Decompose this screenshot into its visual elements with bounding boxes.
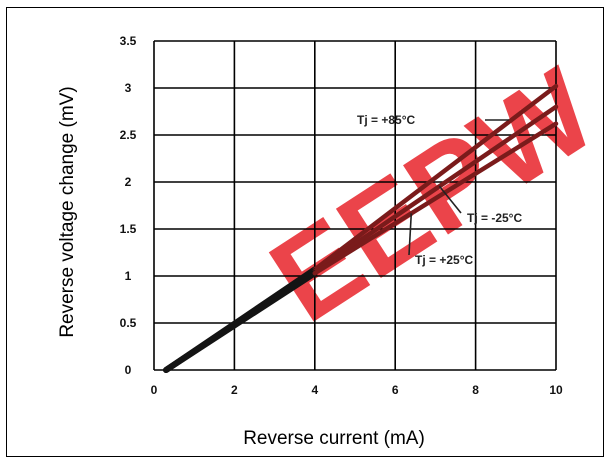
- series-line-upper: [312, 104, 559, 274]
- x-tick-label: 6: [392, 383, 399, 397]
- y-axis-title: Reverse voltage change (mV): [57, 86, 78, 337]
- annotation-leader: [438, 185, 462, 214]
- y-tick-label: 2.5: [120, 128, 137, 142]
- series-line-lower: [163, 270, 318, 373]
- annotation-label: Tj = -25°C: [467, 211, 522, 225]
- y-tick-label: 1.5: [120, 222, 137, 236]
- annotation-leader: [408, 213, 413, 256]
- y-tick-label: 2: [125, 175, 132, 189]
- annotations: Tj = +85°C Tj = -25°C Tj = +25°C: [357, 113, 522, 267]
- x-axis-title: Reverse current (mA): [243, 428, 425, 449]
- x-tick-label: 4: [311, 383, 318, 397]
- series-group: [163, 83, 559, 373]
- annotation-label: Tj = +85°C: [357, 113, 415, 127]
- y-tick-label: 3: [125, 81, 132, 95]
- series-line-upper: [312, 121, 559, 276]
- series-line-upper: [312, 83, 559, 272]
- chart-frame: EEPW 0 2 4 6 8 10 0 0.5 1 1.5 2 2.5 3 3.5 Tj = +85°C T…: [6, 7, 605, 457]
- y-tick-label: 0: [125, 363, 132, 377]
- y-tick-label: 1: [125, 269, 132, 283]
- y-tick-label: 0.5: [120, 316, 137, 330]
- x-tick-label: 0: [151, 383, 158, 397]
- y-tick-label: 3.5: [120, 34, 137, 48]
- x-tick-label: 10: [549, 383, 563, 397]
- grid: [153, 40, 557, 371]
- x-tick-label: 8: [472, 383, 479, 397]
- annotation-label: Tj = +25°C: [415, 253, 473, 267]
- tick-labels: 0 2 4 6 8 10 0 0.5 1 1.5 2 2.5 3 3.5: [120, 34, 563, 397]
- x-tick-label: 2: [231, 383, 238, 397]
